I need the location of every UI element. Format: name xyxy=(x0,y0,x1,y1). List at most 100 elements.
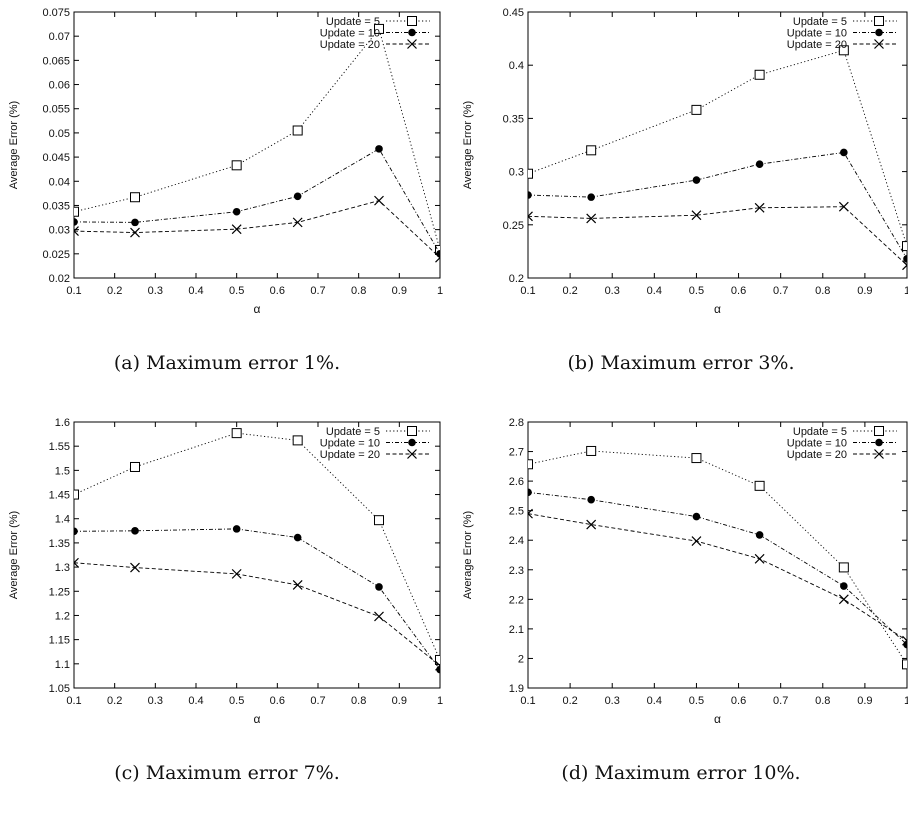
x-tick-d-2: 0.3 xyxy=(605,422,620,707)
y-tick-a-2: 0.03 xyxy=(49,225,440,237)
legend-item-2: Update = 20 xyxy=(320,449,430,461)
legend-item-1: Update = 10 xyxy=(320,28,430,40)
legend-label: Update = 10 xyxy=(320,438,380,450)
y-tick-b-3: 0.35 xyxy=(503,113,907,125)
legend-label: Update = 5 xyxy=(326,16,380,28)
series-line xyxy=(528,491,907,645)
x-tick-b-4: 0.5 xyxy=(689,12,704,297)
x-tick-label: 0.6 xyxy=(270,285,285,297)
series-line xyxy=(528,206,907,266)
y-tick-label: 0.25 xyxy=(503,220,524,232)
series-c-1 xyxy=(74,525,440,674)
series-line xyxy=(74,528,440,670)
y-tick-a-4: 0.04 xyxy=(49,176,440,188)
x-tick-a-2: 0.3 xyxy=(148,12,163,297)
data-point-1-5 xyxy=(436,250,440,258)
y-tick-c-5: 1.3 xyxy=(55,562,440,574)
y-tick-label: 0.45 xyxy=(503,7,524,19)
data-point-1-1 xyxy=(131,527,139,535)
y-tick-label: 0.035 xyxy=(42,200,70,212)
x-tick-c-3: 0.4 xyxy=(188,422,204,707)
data-point-0-4 xyxy=(374,23,384,34)
series-line xyxy=(74,432,440,661)
x-tick-label: 0.7 xyxy=(773,285,788,297)
x-tick-label: 1 xyxy=(437,695,443,707)
data-point-0-5 xyxy=(435,244,440,255)
data-point-0-5 xyxy=(902,659,907,670)
y-tick-c-0: 1.05 xyxy=(49,683,440,695)
data-point-1-4 xyxy=(375,145,383,153)
series-a-1 xyxy=(74,145,440,258)
data-point-0-1 xyxy=(586,145,597,156)
y-tick-d-1: 2 xyxy=(518,653,907,665)
y-tick-d-8: 2.7 xyxy=(509,447,907,459)
x-tick-label: 0.6 xyxy=(731,695,746,707)
data-point-0-5 xyxy=(435,654,440,665)
x-tick-b-1: 0.2 xyxy=(562,12,578,297)
series-line xyxy=(528,151,907,260)
y-axis-title-c: Average Error (%) xyxy=(8,511,20,599)
y-tick-a-0: 0.02 xyxy=(49,273,440,285)
legend-item-1: Update = 10 xyxy=(787,28,897,40)
data-point-2-2 xyxy=(231,224,242,235)
caption-a: (a) Maximum error 1%. xyxy=(113,352,341,374)
legend-marker xyxy=(875,438,883,447)
y-tick-c-9: 1.5 xyxy=(55,465,440,477)
x-tick-b-3: 0.4 xyxy=(647,12,662,297)
data-point-2-2 xyxy=(231,568,242,579)
y-tick-label: 1.2 xyxy=(55,610,70,622)
y-tick-d-0: 1.9 xyxy=(509,683,907,695)
legend-item-1: Update = 10 xyxy=(320,438,430,450)
data-point-0-2 xyxy=(691,104,702,115)
data-point-1-1 xyxy=(131,218,139,227)
y-axis-title-a: Average Error (%) xyxy=(8,101,20,189)
x-tick-label: 1 xyxy=(904,285,908,297)
y-tick-c-6: 1.35 xyxy=(49,538,440,550)
data-point-0-3 xyxy=(292,125,303,136)
y-tick-label: 0.075 xyxy=(42,7,70,19)
x-tick-label: 0.1 xyxy=(520,695,535,707)
chart-panel-d: 0.1 0.2 0.3 0.4 0.5 0.6 0.7 0.8 0.9 1 1.9 2 2.1 2.2 2.… xyxy=(454,410,908,819)
x-tick-label: 1 xyxy=(437,285,443,297)
legend-label: Update = 10 xyxy=(787,438,847,450)
x-tick-label: 0.5 xyxy=(689,695,704,707)
x-tick-label: 0.5 xyxy=(689,285,704,297)
data-point-1-0 xyxy=(74,527,78,536)
data-point-2-3 xyxy=(292,217,303,228)
y-tick-c-2: 1.15 xyxy=(49,635,440,647)
y-tick-label: 0.3 xyxy=(509,167,524,179)
data-point-2-0 xyxy=(528,508,533,519)
line-chart-d: 0.1 0.2 0.3 0.4 0.5 0.6 0.7 0.8 0.9 1 1.9 2 2.1 2.2 2.… xyxy=(462,417,908,726)
data-point-2-3 xyxy=(292,580,303,590)
x-tick-b-8: 0.9 xyxy=(857,12,873,297)
data-point-0-1 xyxy=(586,445,597,456)
data-point-1-2 xyxy=(692,512,701,521)
data-point-1-4 xyxy=(840,582,848,590)
data-point-1-2 xyxy=(692,176,701,184)
series-line xyxy=(74,148,440,255)
y-tick-label: 0.35 xyxy=(503,113,524,125)
y-tick-label: 0.06 xyxy=(49,80,70,92)
line-chart-c: 0.1 0.2 0.3 0.4 0.5 0.6 0.7 0.8 0.9 1 1.05 1.1 1.15 1… xyxy=(8,417,443,726)
y-tick-label: 0.025 xyxy=(42,249,70,261)
data-point-1-3 xyxy=(293,192,302,201)
series-line xyxy=(74,562,440,667)
data-point-1-5 xyxy=(903,255,907,263)
x-tick-a-7: 0.8 xyxy=(351,12,366,297)
x-tick-a-9: 1 xyxy=(437,12,443,297)
x-tick-d-3: 0.4 xyxy=(647,422,662,707)
x-tick-d-1: 0.2 xyxy=(562,422,578,707)
plot-frame-a xyxy=(73,11,441,279)
legend-label: Update = 5 xyxy=(326,426,380,438)
legend-label: Update = 5 xyxy=(793,16,847,28)
legend-item-0: Update = 5 xyxy=(793,16,897,28)
y-tick-label: 1.55 xyxy=(49,441,70,453)
y-tick-label: 0.055 xyxy=(42,104,70,116)
y-tick-a-10: 0.07 xyxy=(49,31,440,43)
x-tick-label: 0.9 xyxy=(857,695,872,707)
y-tick-a-5: 0.045 xyxy=(42,152,440,164)
x-tick-d-9: 1 xyxy=(904,422,908,707)
x-tick-d-7: 0.8 xyxy=(815,422,830,707)
